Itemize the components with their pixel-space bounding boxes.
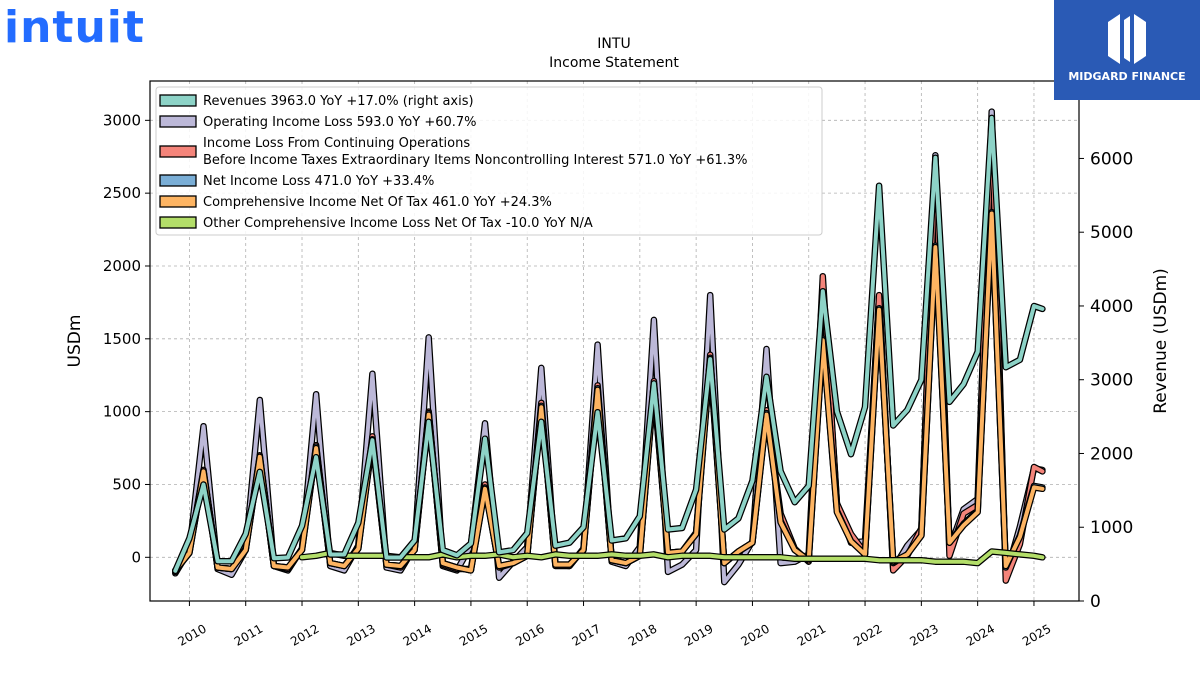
midgard-emblem-icon bbox=[1102, 10, 1152, 68]
y-tick-label-left: 0 bbox=[131, 548, 141, 566]
x-tick-label: 2013 bbox=[344, 621, 377, 648]
y-tick-label-right: 0 bbox=[1090, 592, 1101, 612]
x-tick-label: 2012 bbox=[288, 621, 321, 648]
x-tick-label: 2020 bbox=[738, 621, 771, 648]
legend-label-other-comprehensive: Other Comprehensive Income Loss Net Of T… bbox=[203, 216, 593, 231]
x-tick-label: 2016 bbox=[513, 621, 546, 648]
y-axis-label-right: Revenue (USDm) bbox=[1151, 268, 1171, 414]
legend-swatch-comprehensive-income bbox=[160, 196, 196, 207]
x-tick-label: 2011 bbox=[232, 621, 265, 648]
y-tick-label-right: 4000 bbox=[1090, 297, 1133, 317]
y-tick-label-left: 2500 bbox=[103, 184, 141, 202]
legend-label-operating-income: Operating Income Loss 593.0 YoY +60.7% bbox=[203, 115, 477, 130]
legend-label-pretax-income-line1: Income Loss From Continuing Operations bbox=[203, 136, 470, 151]
y-tick-label-right: 1000 bbox=[1090, 518, 1133, 538]
legend-label-revenues: Revenues 3963.0 YoY +17.0% (right axis) bbox=[203, 94, 474, 109]
chart-subtitle: Income Statement bbox=[549, 55, 679, 71]
x-tick-label: 2010 bbox=[175, 621, 208, 648]
midgard-finance-text: MIDGARD FINANCE bbox=[1054, 70, 1200, 83]
x-tick-label: 2017 bbox=[570, 621, 603, 648]
x-tick-label: 2014 bbox=[401, 621, 434, 648]
y-tick-label-right: 2000 bbox=[1090, 444, 1133, 464]
legend-swatch-other-comprehensive bbox=[160, 217, 196, 228]
income-statement-chart: INTU Income Statement 0 500 1000 1500 2000 25… bbox=[0, 0, 1200, 675]
intuit-logo: intuit bbox=[4, 2, 145, 53]
x-tick-label: 2015 bbox=[457, 621, 490, 648]
x-tick-label: 2024 bbox=[964, 621, 997, 648]
y-tick-label-left: 3000 bbox=[103, 111, 141, 129]
legend-label-net-income: Net Income Loss 471.0 YoY +33.4% bbox=[203, 174, 434, 189]
y-tick-label-left: 2000 bbox=[103, 257, 141, 275]
legend-label-pretax-income-line2: Before Income Taxes Extraordinary Items … bbox=[203, 153, 748, 168]
y-tick-label-right: 5000 bbox=[1090, 223, 1133, 243]
x-tick-label: 2019 bbox=[682, 621, 715, 648]
chart-title: INTU bbox=[597, 36, 630, 52]
legend-swatch-pretax-income bbox=[160, 146, 196, 157]
legend-swatch-operating-income bbox=[160, 116, 196, 127]
y-tick-label-left: 1500 bbox=[103, 330, 141, 348]
x-tick-label: 2018 bbox=[626, 621, 659, 648]
y-tick-label-left: 500 bbox=[112, 475, 141, 493]
y-tick-label-left: 1000 bbox=[103, 403, 141, 421]
midgard-finance-logo: MIDGARD FINANCE bbox=[1054, 0, 1200, 100]
y-tick-label-right: 6000 bbox=[1090, 149, 1133, 169]
y-tick-label-right: 3000 bbox=[1090, 371, 1133, 391]
legend-label-comprehensive-income: Comprehensive Income Net Of Tax 461.0 Yo… bbox=[203, 195, 552, 210]
x-tick-label: 2021 bbox=[795, 621, 828, 648]
legend-swatch-revenues bbox=[160, 95, 196, 106]
x-tick-label: 2025 bbox=[1020, 621, 1053, 648]
x-tick-label: 2022 bbox=[851, 621, 884, 648]
x-tick-label: 2023 bbox=[907, 621, 940, 648]
legend-swatch-net-income bbox=[160, 175, 196, 186]
legend: Revenues 3963.0 YoY +17.0% (right axis) … bbox=[156, 87, 822, 235]
y-axis-label-left: USDm bbox=[65, 315, 85, 368]
